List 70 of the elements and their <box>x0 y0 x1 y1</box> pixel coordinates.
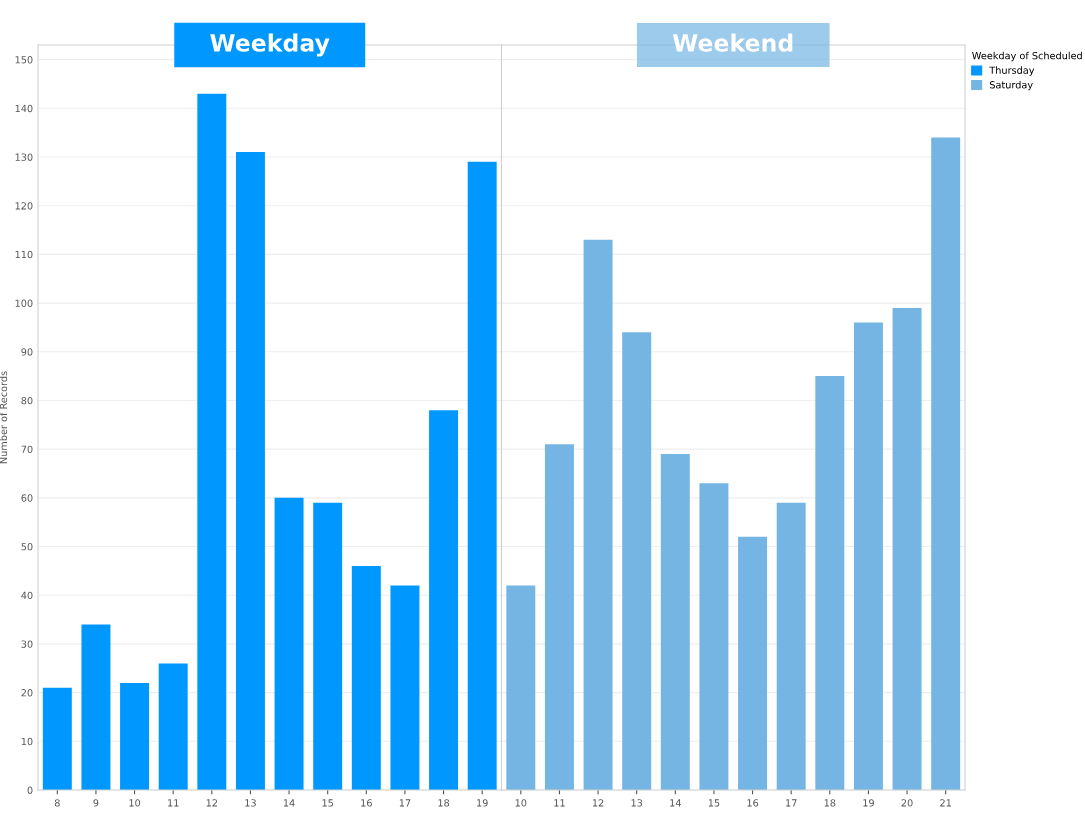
bar <box>274 497 304 790</box>
x-tick-label: 12 <box>592 799 604 807</box>
y-tick-label: 60 <box>21 494 33 502</box>
bar <box>699 483 729 790</box>
legend-label: Thursday <box>989 66 1035 76</box>
x-tick-label: 17 <box>399 799 411 807</box>
y-axis-title: Number of Records <box>0 371 8 464</box>
x-tick-label: 8 <box>54 799 60 807</box>
x-tick-label: 20 <box>901 799 913 807</box>
y-tick-label: 130 <box>15 153 33 161</box>
x-tick-label: 17 <box>786 799 797 807</box>
y-tick-label: 90 <box>21 348 33 356</box>
y-tick-label: 50 <box>21 543 33 551</box>
y-tick-label: 100 <box>15 299 33 307</box>
bar <box>313 502 343 790</box>
x-tick-label: 16 <box>747 799 759 807</box>
bar <box>583 239 613 790</box>
y-tick-label: 10 <box>21 737 33 746</box>
y-tick-label: 140 <box>15 104 33 113</box>
x-tick-label: 14 <box>670 799 681 807</box>
bar <box>467 161 497 790</box>
x-tick-label: 13 <box>631 799 643 807</box>
y-tick-label: 110 <box>15 250 33 259</box>
x-tick-label: 12 <box>206 799 218 807</box>
y-tick-label: 150 <box>15 56 33 64</box>
bar <box>120 682 150 790</box>
bar <box>815 376 845 790</box>
x-tick-label: 10 <box>515 799 527 807</box>
x-tick-label: 9 <box>93 799 99 807</box>
bar <box>81 624 111 790</box>
bar <box>776 502 806 790</box>
chart-title: Weekday <box>210 33 330 57</box>
y-tick-label: 80 <box>21 396 33 405</box>
x-tick-label: 14 <box>283 799 295 807</box>
bar <box>197 93 227 790</box>
bar <box>390 585 420 790</box>
x-tick-label: 13 <box>245 799 256 807</box>
bar <box>158 663 188 790</box>
bar <box>660 454 690 790</box>
bar <box>351 566 381 790</box>
x-tick-label: 15 <box>708 799 720 807</box>
y-tick-label: 30 <box>21 640 33 648</box>
x-tick-label: 15 <box>322 799 334 807</box>
x-tick-label: 10 <box>129 799 141 807</box>
bar <box>235 152 265 790</box>
x-tick-label: 19 <box>477 799 488 807</box>
y-tick-label: 40 <box>21 591 33 600</box>
bar <box>622 332 652 790</box>
bar <box>42 687 72 790</box>
x-tick-label: 21 <box>940 799 951 807</box>
y-tick-label: 120 <box>15 202 33 210</box>
bar <box>429 410 459 790</box>
x-tick-label: 11 <box>168 799 179 807</box>
bar <box>506 585 536 790</box>
bar <box>738 536 768 790</box>
y-tick-label: 70 <box>21 445 33 453</box>
bar <box>544 444 574 790</box>
x-tick-label: 11 <box>554 799 565 807</box>
x-tick-label: 18 <box>438 799 450 807</box>
y-tick-label: 20 <box>21 689 33 697</box>
legend-title: Weekday of Scheduled <box>972 51 1082 62</box>
x-tick-label: 19 <box>863 799 874 807</box>
bar <box>853 322 883 790</box>
bar <box>931 137 961 790</box>
bar <box>892 307 922 790</box>
legend-label: Saturday <box>989 80 1033 91</box>
x-tick-label: 18 <box>824 799 836 807</box>
chart-title: Weekend <box>672 33 793 52</box>
y-tick-label: 0 <box>27 786 33 794</box>
x-tick-label: 16 <box>361 799 372 807</box>
